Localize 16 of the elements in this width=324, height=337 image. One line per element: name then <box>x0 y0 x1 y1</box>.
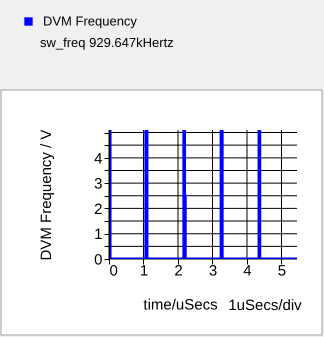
text: sw_freq 929.647kHertz <box>40 35 174 50</box>
y-tick-label: 3 <box>94 176 102 193</box>
y-tick-label: 2 <box>94 200 102 218</box>
text: 1uSecs/div <box>228 297 302 314</box>
x-axis-title: time/uSecs <box>143 296 218 314</box>
legend-label: DVM Frequency <box>43 14 138 28</box>
y-tick-label: 1 <box>94 226 102 244</box>
y-tick-label: 4 <box>94 150 102 168</box>
x-tick-label: 5 <box>278 262 286 280</box>
y-axis-title: DVM Frequency / V <box>38 130 56 260</box>
y-tick-label: 0 <box>94 252 102 268</box>
x-tick-label: 0 <box>110 262 118 280</box>
x-tick-label: 2 <box>174 262 183 280</box>
x-tick-label: 3 <box>208 262 218 280</box>
x-tick-label: 4 <box>243 262 252 280</box>
x-tick-label: 1 <box>140 262 148 280</box>
